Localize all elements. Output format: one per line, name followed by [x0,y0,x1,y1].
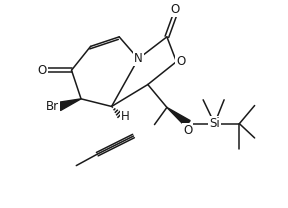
Text: Br: Br [46,100,59,113]
Polygon shape [58,99,81,110]
Text: O: O [170,3,179,16]
Text: O: O [183,124,192,137]
Text: H: H [121,109,130,123]
Text: O: O [177,55,186,68]
Text: N: N [134,52,143,65]
Text: Si: Si [209,117,220,130]
Polygon shape [167,107,190,127]
Text: O: O [37,64,47,77]
